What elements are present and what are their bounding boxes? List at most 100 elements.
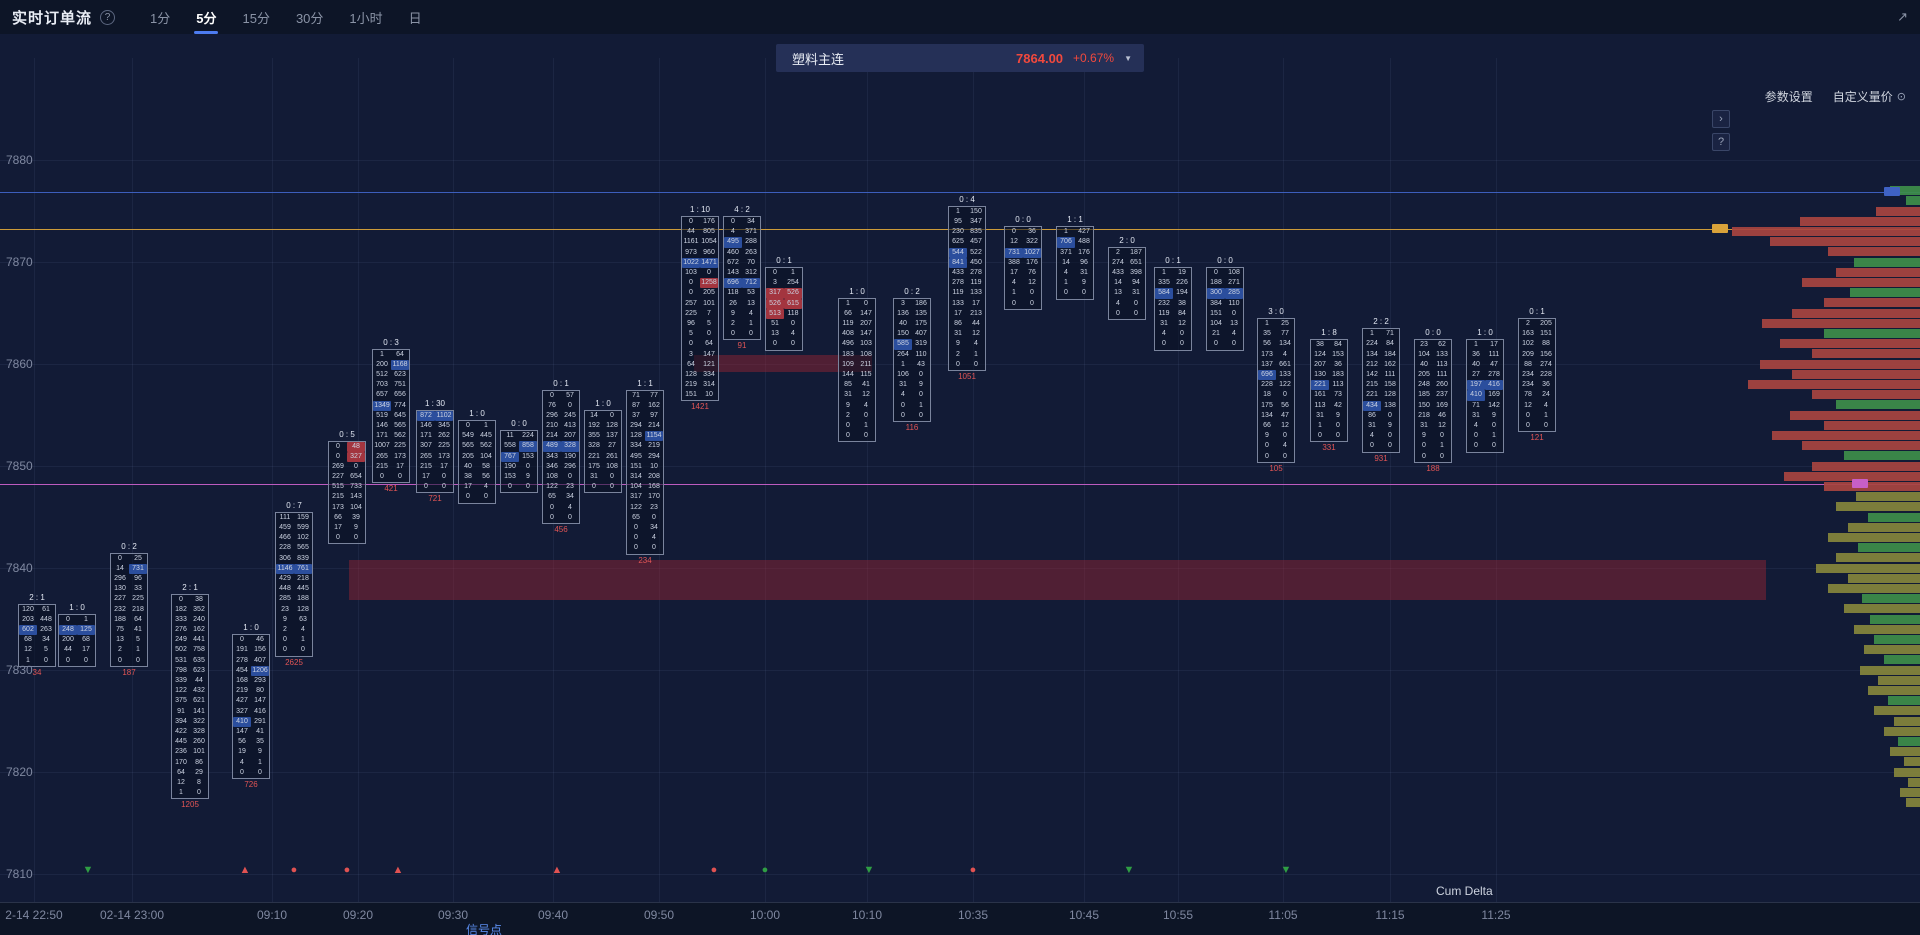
chevron-down-icon[interactable]: ▼ [1124, 53, 1132, 63]
footprint-column[interactable]: 0 : 7 111 159 459 599 466 102 228 565 306 839 1146 7… [275, 499, 313, 667]
footprint-column[interactable]: 0 : 1 1 19 335 226 584 194 232 38 119 84 31 12 4 0 0 0 [1154, 254, 1192, 351]
signal-points-label[interactable]: 信号点 [466, 923, 503, 935]
footprint-column[interactable]: 1 : 1 1 427 706 488 371 176 14 96 4 31 1 9 0 0 [1056, 213, 1094, 300]
footprint-header: 0 : 0 [511, 419, 527, 429]
signal-marker[interactable]: ● [343, 864, 351, 876]
volume-profile-bar [1836, 553, 1920, 563]
footprint-column[interactable]: 2 : 1 0 38 182 352 333 240 276 162 249 441 502 758 53… [171, 581, 209, 809]
timeframe-tab[interactable]: 1分 [150, 10, 171, 26]
signal-marker[interactable]: ▼ [863, 864, 875, 876]
volume-profile-bar [1780, 339, 1920, 349]
expand-icon[interactable]: ↗ [1897, 9, 1908, 24]
footprint-column[interactable]: 1 : 30 872 1102 146 345 171 262 307 225 265 173 215… [416, 397, 454, 503]
footprint-column[interactable]: 1 : 8 38 84 124 153 207 36 130 183 221 113 161 73 113… [1310, 326, 1348, 452]
footprint-column[interactable]: 0 : 5 0 48 0 327 269 0 227 654 515 733 215 143 173 104… [328, 428, 366, 545]
footprint-cell: 35 77 [1263, 330, 1289, 338]
help-icon[interactable]: ? [100, 9, 116, 25]
volume-profile-bar [1856, 492, 1920, 502]
footprint-cell: 269 0 [332, 462, 358, 470]
footprint-cell: 209 156 [1522, 350, 1552, 358]
footprint-body: 1 19 335 226 584 194 232 38 119 84 31 12 4 0 0 0 [1154, 267, 1192, 351]
footprint-column[interactable]: 0 : 0 11 224 558 858 767 153 190 0 153 9 0 0 [500, 417, 538, 494]
footprint-column[interactable]: 0 : 3 1 64 200 1168 512 623 703 751 657 656 1349 774… [372, 336, 410, 493]
footprint-column[interactable]: 0 : 0 23 62 104 133 40 113 205 111 248 260 185 237 15… [1414, 326, 1452, 473]
time-axis-label: 11:15 [1375, 908, 1405, 922]
timeframe-tab[interactable]: 日 [408, 10, 422, 26]
signal-marker[interactable]: ● [969, 864, 977, 876]
signal-marker[interactable]: ▲ [551, 864, 563, 876]
footprint-cell: 1 43 [901, 360, 925, 368]
footprint-cell: 2 187 [1116, 248, 1142, 256]
level-badge [1852, 479, 1868, 489]
footprint-cell: 276 162 [175, 626, 205, 634]
footprint-cell: 3 186 [901, 299, 927, 307]
footprint-column[interactable]: 0 : 1 0 57 76 0 296 245 210 413 214 207 489 328 343 19… [542, 377, 580, 534]
footprint-column[interactable]: 1 : 0 1 0 66 147 119 207 408 147 496 103 183 108 109 2… [838, 285, 876, 443]
footprint-column[interactable]: 0 : 2 3 186 136 135 40 175 150 407 585 319 264 110 1 4… [893, 285, 931, 432]
footprint-cell: 429 218 [279, 575, 309, 583]
footprint-column[interactable]: 0 : 2 0 25 14 731 296 96 130 33 227 225 232 218 188 64… [110, 540, 148, 677]
collapse-panel-button[interactable]: › [1712, 110, 1730, 128]
footprint-cell: 31 12 [844, 391, 870, 399]
footprint-cell: 495 288 [724, 237, 760, 248]
custom-volume-price-link[interactable]: 自定义量价 ⊙ [1833, 88, 1906, 105]
timeframe-tab[interactable]: 15分 [242, 10, 270, 26]
level-badge [1884, 186, 1900, 196]
price-axis-label: 7870 [6, 255, 33, 269]
footprint-cell: 168 293 [236, 677, 266, 685]
footprint-column[interactable]: 1 : 10 0 176 44 805 1161 1054 973 960 1022 1471 103… [681, 203, 719, 411]
footprint-cell: 227 654 [332, 473, 362, 481]
footprint-column[interactable]: 0 : 4 1 150 95 347 230 835 625 457 544 522 841 450 43… [948, 193, 986, 381]
footprint-column[interactable]: 2 : 1 120 61 203 448 602 263 68 34 12 5 1 0 34 [18, 591, 56, 677]
footprint-column[interactable]: 3 : 0 1 25 35 77 56 134 173 4 137 661 696 133 228 122 1… [1257, 305, 1295, 473]
footprint-header: 1 : 0 [849, 286, 865, 296]
timeframe-tab[interactable]: 5分 [183, 0, 229, 34]
time-axis-label: 09:40 [537, 908, 569, 922]
footprint-cell: 0 34 [731, 218, 755, 226]
footprint-cell: 602 263 [19, 625, 55, 636]
timeframe-tab[interactable]: 30分 [295, 10, 324, 26]
time-gridline [34, 58, 35, 902]
footprint-column[interactable]: 1 : 0 14 0 192 128 355 137 328 27 221 261 175 108 31 0… [584, 397, 622, 494]
signal-marker[interactable]: ▲ [392, 864, 404, 876]
signal-marker[interactable]: ● [290, 864, 298, 876]
footprint-cell: 36 111 [1472, 350, 1500, 358]
footprint-column[interactable]: 1 : 0 0 1 549 445 565 562 205 104 40 58 38 56 17 4 0 0 [458, 407, 496, 504]
footprint-cell: 706 488 [1057, 237, 1093, 248]
signal-marker[interactable]: ▼ [1123, 864, 1135, 876]
time-axis: 信号点 2-14 22:50 02-14 23:00 09:10 09:20 09:30… [0, 902, 1920, 935]
parameter-settings-link[interactable]: 参数设置 [1764, 90, 1813, 104]
volume-profile-bar [1748, 379, 1920, 389]
footprint-delta: 726 [244, 779, 258, 789]
footprint-column[interactable]: 4 : 2 0 34 4 371 495 288 460 263 672 70 143 312 696 71… [723, 203, 761, 350]
volume-profile-bar [1898, 736, 1920, 746]
footprint-column[interactable]: 0 : 0 0 36 12 322 731 1027 388 176 17 76 4 12 1 0 0 0 [1004, 213, 1042, 310]
footprint-column[interactable]: 2 : 0 2 187 274 651 433 398 14 94 13 31 4 0 0 0 [1108, 234, 1146, 320]
instrument-selector[interactable]: 塑料主连 7864.00 +0.67% ▼ [776, 44, 1144, 72]
signal-marker[interactable]: ▼ [82, 864, 94, 876]
footprint-column[interactable]: 1 : 0 1 17 36 111 40 47 27 278 197 416 410 169 71 142 3… [1466, 326, 1504, 453]
footprint-column[interactable]: 1 : 0 0 46 191 156 278 407 454 1206 168 293 219 80 42… [232, 621, 270, 789]
volume-profile-bar [1844, 451, 1920, 461]
timeframe-tab[interactable]: 1小时 [349, 10, 383, 26]
footprint-column[interactable]: 0 : 0 0 108 188 271 300 285 384 110 151 0 104 13 21 4 0… [1206, 254, 1244, 351]
footprint-cell: 215 17 [376, 462, 404, 470]
footprint-cell: 31 12 [954, 330, 980, 338]
footprint-cell: 96 5 [687, 319, 711, 327]
signal-marker[interactable]: ● [761, 864, 769, 876]
footprint-cell: 317 170 [630, 493, 660, 501]
footprint-column[interactable]: 1 : 0 0 1 248 125 200 68 44 17 0 0 [58, 601, 96, 667]
footprint-column[interactable]: 0 : 1 0 1 3 254 317 526 526 615 513 118 51 0 13 4 0 0 [765, 254, 803, 351]
signal-marker[interactable]: ● [710, 864, 718, 876]
footprint-column[interactable]: 0 : 1 2 205 163 151 102 88 209 156 88 274 234 228 234… [1518, 305, 1556, 442]
footprint-column[interactable]: 2 : 2 1 71 224 84 134 184 212 162 142 111 215 158 221… [1362, 315, 1400, 463]
footprint-column[interactable]: 1 : 1 71 77 87 162 37 97 294 214 128 1154 334 219 495… [626, 377, 664, 565]
price-gridline [0, 466, 1920, 467]
signal-marker[interactable]: ▲ [239, 864, 251, 876]
panel-help-button[interactable]: ? [1712, 133, 1730, 151]
footprint-cell: 3 254 [773, 279, 799, 287]
signal-marker[interactable]: ▼ [1280, 864, 1292, 876]
footprint-cell: 1007 225 [374, 442, 406, 450]
